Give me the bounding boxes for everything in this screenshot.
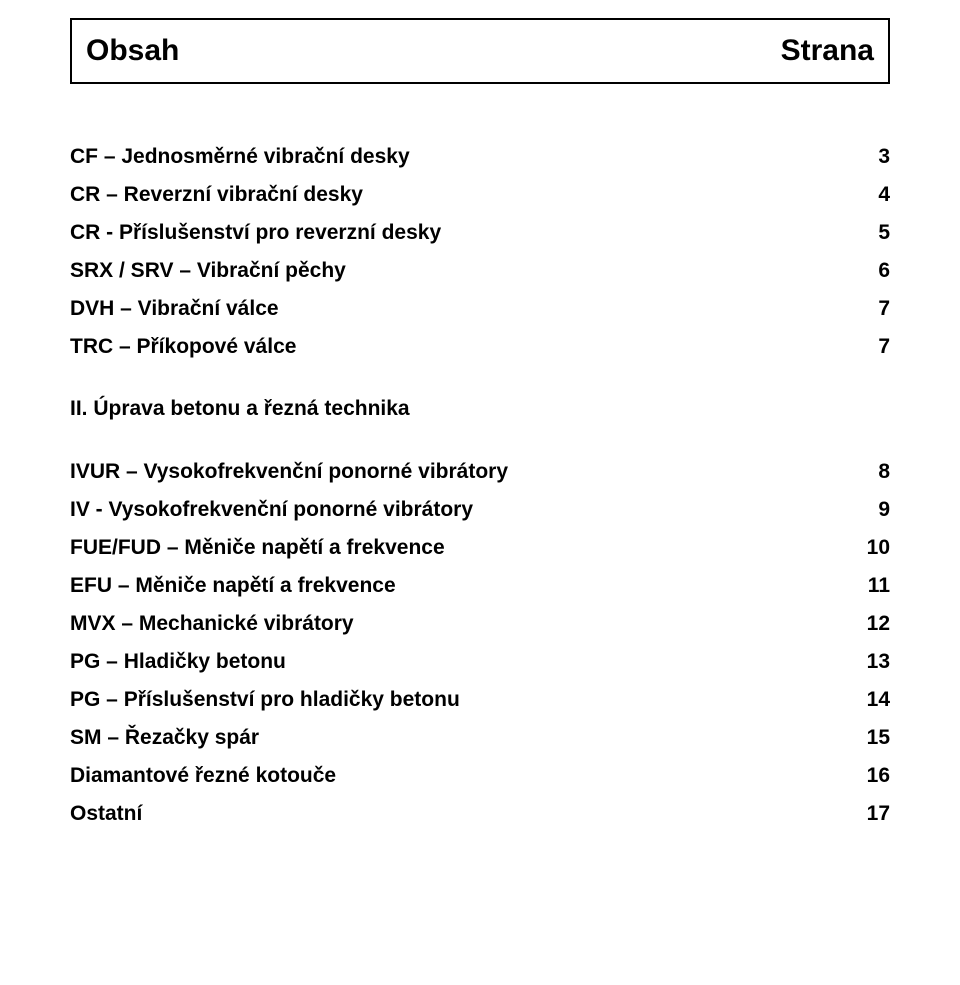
toc-page-number: 8 bbox=[856, 461, 890, 482]
toc-label: EFU – Měniče napětí a frekvence bbox=[70, 575, 856, 596]
toc-row: MVX – Mechanické vibrátory 12 bbox=[70, 613, 890, 634]
toc-label: CR – Reverzní vibrační desky bbox=[70, 184, 856, 205]
toc-page-number: 10 bbox=[856, 537, 890, 558]
toc-label: SRX / SRV – Vibrační pěchy bbox=[70, 260, 856, 281]
toc-row: SRX / SRV – Vibrační pěchy 6 bbox=[70, 260, 890, 281]
toc-row: IV - Vysokofrekvenční ponorné vibrátory … bbox=[70, 499, 890, 520]
toc-label: DVH – Vibrační válce bbox=[70, 298, 856, 319]
toc-row: FUE/FUD – Měniče napětí a frekvence 10 bbox=[70, 537, 890, 558]
toc-label: IV - Vysokofrekvenční ponorné vibrátory bbox=[70, 499, 856, 520]
toc-page-number: 12 bbox=[856, 613, 890, 634]
toc-label: PG – Příslušenství pro hladičky betonu bbox=[70, 689, 856, 710]
toc-row: IVUR – Vysokofrekvenční ponorné vibrátor… bbox=[70, 461, 890, 482]
toc-page-number: 17 bbox=[856, 803, 890, 824]
toc-label: FUE/FUD – Měniče napětí a frekvence bbox=[70, 537, 856, 558]
toc-page-number: 7 bbox=[856, 336, 890, 357]
toc-section-1: CF – Jednosměrné vibrační desky 3 CR – R… bbox=[70, 146, 890, 357]
toc-page-number: 14 bbox=[856, 689, 890, 710]
toc-page-number: 11 bbox=[856, 575, 890, 596]
toc-row: CR – Reverzní vibrační desky 4 bbox=[70, 184, 890, 205]
toc-row: CR - Příslušenství pro reverzní desky 5 bbox=[70, 222, 890, 243]
toc-row: Ostatní 17 bbox=[70, 803, 890, 824]
document-page: Obsah Strana CF – Jednosměrné vibrační d… bbox=[0, 0, 960, 985]
toc-page-number: 13 bbox=[856, 651, 890, 672]
toc-label: CR - Příslušenství pro reverzní desky bbox=[70, 222, 856, 243]
toc-label: IVUR – Vysokofrekvenční ponorné vibrátor… bbox=[70, 461, 856, 482]
toc-label: CF – Jednosměrné vibrační desky bbox=[70, 146, 856, 167]
toc-row: Diamantové řezné kotouče 16 bbox=[70, 765, 890, 786]
toc-page-number: 9 bbox=[856, 499, 890, 520]
toc-row: EFU – Měniče napětí a frekvence 11 bbox=[70, 575, 890, 596]
toc-row: PG – Příslušenství pro hladičky betonu 1… bbox=[70, 689, 890, 710]
toc-page-number: 5 bbox=[856, 222, 890, 243]
toc-row: SM – Řezačky spár 15 bbox=[70, 727, 890, 748]
toc-label: PG – Hladičky betonu bbox=[70, 651, 856, 672]
toc-page-number: 15 bbox=[856, 727, 890, 748]
toc-label: Ostatní bbox=[70, 803, 856, 824]
toc-page-number: 3 bbox=[856, 146, 890, 167]
toc-page-number: 4 bbox=[856, 184, 890, 205]
toc-label: Diamantové řezné kotouče bbox=[70, 765, 856, 786]
header-left: Obsah bbox=[86, 34, 179, 68]
toc-row: DVH – Vibrační válce 7 bbox=[70, 298, 890, 319]
toc-label: MVX – Mechanické vibrátory bbox=[70, 613, 856, 634]
toc-label: TRC – Příkopové válce bbox=[70, 336, 856, 357]
section-2-heading: II. Úprava betonu a řezná technika bbox=[70, 397, 890, 421]
header-right: Strana bbox=[781, 34, 874, 68]
toc-section-2: IVUR – Vysokofrekvenční ponorné vibrátor… bbox=[70, 461, 890, 824]
toc-page-number: 16 bbox=[856, 765, 890, 786]
toc-row: TRC – Příkopové válce 7 bbox=[70, 336, 890, 357]
toc-label: SM – Řezačky spár bbox=[70, 727, 856, 748]
toc-page-number: 7 bbox=[856, 298, 890, 319]
toc-row: CF – Jednosměrné vibrační desky 3 bbox=[70, 146, 890, 167]
toc-row: PG – Hladičky betonu 13 bbox=[70, 651, 890, 672]
header-box: Obsah Strana bbox=[70, 18, 890, 84]
toc-page-number: 6 bbox=[856, 260, 890, 281]
